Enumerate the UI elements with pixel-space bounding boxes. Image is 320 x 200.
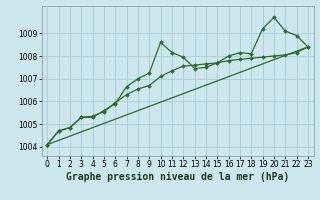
X-axis label: Graphe pression niveau de la mer (hPa): Graphe pression niveau de la mer (hPa) xyxy=(66,172,289,182)
